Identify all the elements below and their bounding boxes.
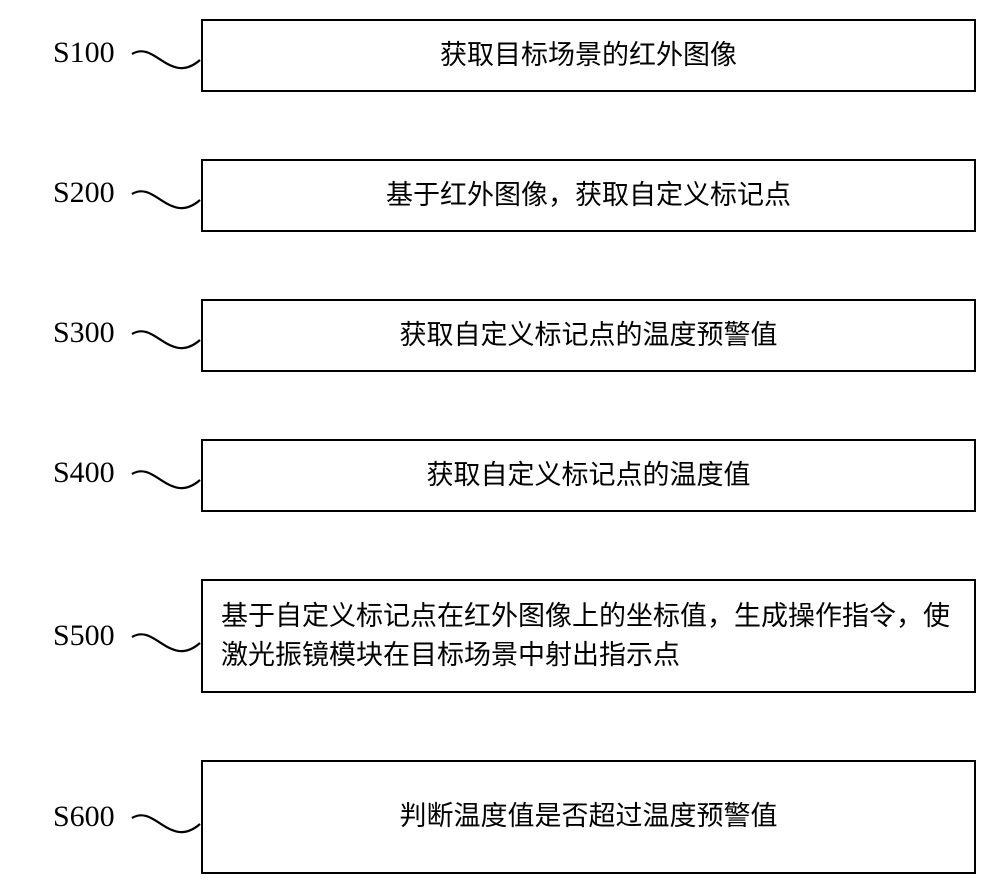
step-label-s300: S300: [53, 316, 115, 350]
step-label-s400: S400: [53, 456, 115, 490]
step-label-s500: S500: [53, 619, 115, 653]
step-text-s200: 基于红外图像，获取自定义标记点: [221, 176, 956, 215]
step-box-s100: 获取目标场景的红外图像: [201, 19, 976, 92]
flowchart-diagram: S100 获取目标场景的红外图像 S200 基于红外图像，获取自定义标记点 S3…: [0, 0, 1000, 894]
step-label-s100: S100: [53, 36, 115, 70]
step-text-s400: 获取自定义标记点的温度值: [221, 456, 956, 495]
step-text-s100: 获取目标场景的红外图像: [221, 36, 956, 75]
step-label-s600: S600: [53, 800, 115, 834]
step-box-s400: 获取自定义标记点的温度值: [201, 439, 976, 512]
step-box-s200: 基于红外图像，获取自定义标记点: [201, 159, 976, 232]
step-box-s500: 基于自定义标记点在红外图像上的坐标值，生成操作指令，使激光振镜模块在目标场景中射…: [201, 579, 976, 693]
step-text-s600: 判断温度值是否超过温度预警值: [221, 797, 956, 836]
step-box-s300: 获取自定义标记点的温度预警值: [201, 299, 976, 372]
step-box-s600: 判断温度值是否超过温度预警值: [201, 760, 976, 874]
step-text-s300: 获取自定义标记点的温度预警值: [221, 316, 956, 355]
step-text-s500: 基于自定义标记点在红外图像上的坐标值，生成操作指令，使激光振镜模块在目标场景中射…: [221, 597, 956, 675]
step-label-s200: S200: [53, 176, 115, 210]
